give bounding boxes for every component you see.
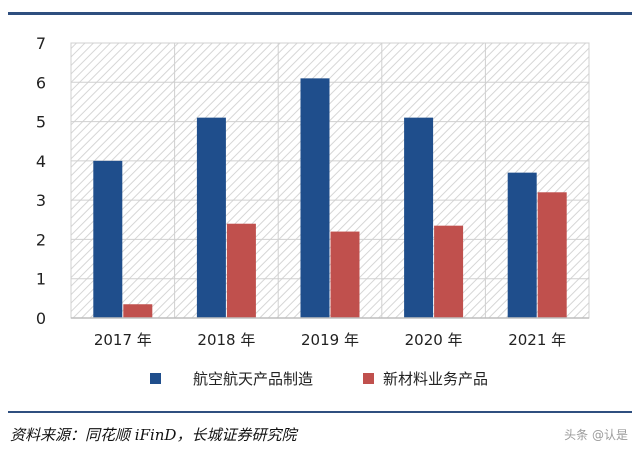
x-tick-label: 2020 年 (405, 331, 463, 349)
bar-series-2 (537, 192, 567, 318)
y-tick-label: 3 (36, 191, 46, 210)
legend-swatch (363, 373, 374, 384)
bottom-rule (8, 411, 632, 413)
watermark: 头条 @认是 (564, 428, 628, 442)
x-tick-label: 2019 年 (301, 331, 359, 349)
x-tick-label: 2017 年 (94, 331, 152, 349)
bar-series-1 (196, 117, 226, 319)
legend: 航空航天产品制造 新材料业务产品 (150, 370, 488, 388)
bar-series-1 (93, 160, 123, 318)
bar-series-1 (404, 117, 434, 319)
bar-series-2 (434, 225, 464, 318)
legend-swatch (150, 373, 161, 384)
bar-series-2 (123, 304, 153, 318)
y-tick-label: 4 (36, 152, 46, 171)
y-tick-label: 2 (36, 230, 46, 249)
bar-series-2 (226, 223, 256, 318)
bar-series-1 (507, 172, 537, 318)
x-tick-label: 2018 年 (197, 331, 255, 349)
top-rule (8, 12, 632, 15)
y-tick-label: 0 (36, 309, 46, 328)
bars-layer (93, 78, 567, 319)
y-tick-label: 5 (36, 113, 46, 132)
y-tick-label: 7 (36, 34, 46, 53)
y-tick-label: 1 (36, 270, 46, 289)
bar-chart: 0 1 2 3 4 5 6 7 2017 年 2018 年 2019 年 2020 年 2021 年 航… (36, 34, 590, 388)
legend-label: 航空航天产品制造 (193, 370, 313, 388)
y-tick-label: 6 (36, 73, 46, 92)
bar-series-2 (330, 231, 360, 318)
axis-layer: 0 1 2 3 4 5 6 7 2017 年 2018 年 2019 年 2020 年 2021 年 (36, 34, 589, 349)
source-note: 资料来源：同花顺 iFinD，长城证券研究院 (10, 426, 297, 444)
plot-area-background (70, 42, 590, 319)
x-tick-label: 2021 年 (508, 331, 566, 349)
legend-label: 新材料业务产品 (383, 370, 488, 388)
bar-series-1 (300, 78, 330, 318)
